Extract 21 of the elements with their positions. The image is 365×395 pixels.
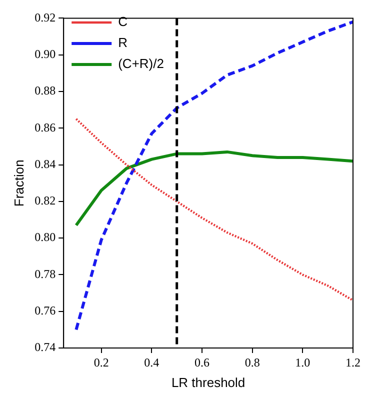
y-tick-label: 0.92 — [34, 10, 56, 24]
x-tick-label: 1.2 — [346, 355, 360, 370]
legend-label: (C+R)/2 — [118, 56, 164, 72]
x-tick-label: 0.6 — [194, 355, 210, 370]
y-tick-label: 0.82 — [34, 194, 56, 208]
x-tick-label: 0.8 — [244, 355, 260, 370]
line-series — [75, 118, 353, 302]
x-tick-label: 0.2 — [94, 355, 109, 370]
y-tick-label: 0.90 — [34, 47, 56, 61]
x-tick-label: 0.4 — [144, 355, 160, 370]
x-axis-title: LR threshold — [171, 374, 246, 390]
y-tick-label: 0.84 — [34, 156, 56, 171]
x-tick-label: 1.0 — [295, 355, 310, 370]
y-tick-label: 0.78 — [34, 266, 56, 281]
y-tick-label: 0.88 — [34, 84, 56, 98]
legend-label: R — [118, 35, 128, 50]
y-axis-title: Fraction — [11, 160, 26, 207]
y-tick-label: 0.74 — [34, 340, 56, 354]
y-tick-label: 0.80 — [34, 230, 56, 244]
y-tick-label: 0.86 — [34, 120, 56, 134]
y-tick-label: 0.76 — [34, 304, 56, 318]
